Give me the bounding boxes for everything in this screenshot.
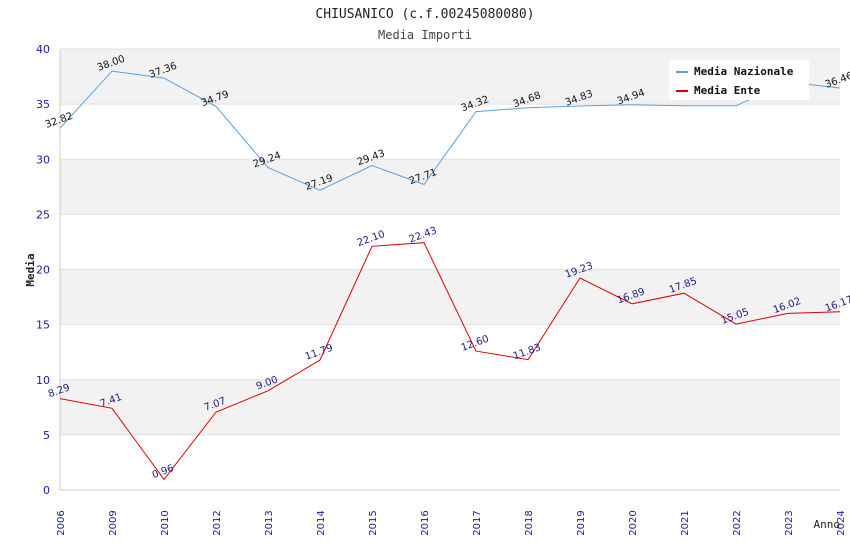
legend-box: [669, 60, 809, 100]
y-tick-labels: 0 5 10 15 20 25 30 35 40: [36, 43, 50, 497]
legend-label-media-nazionale: Media Nazionale: [694, 65, 794, 78]
y-tick-label: 35: [36, 98, 50, 111]
x-axis-title: Anno: [814, 518, 841, 531]
y-tick-label: 30: [36, 153, 50, 166]
y-tick-label: 0: [43, 484, 50, 497]
series-line-media-ente: [59, 242, 841, 481]
x-tick-label: 2023: [784, 510, 795, 535]
grid-lines: [60, 48, 840, 491]
x-tick-label: 2021: [680, 510, 691, 535]
y-tick-label: 40: [36, 43, 50, 56]
y-tick-label: 5: [43, 429, 50, 442]
x-tick-label: 2012: [212, 510, 223, 535]
y-tick-label: 20: [36, 264, 50, 277]
legend-label-media-ente: Media Ente: [694, 84, 761, 97]
legend: Media Nazionale Media Ente: [669, 60, 809, 100]
series-line-media-nazionale: [59, 70, 841, 191]
x-tick-label: 2013: [264, 510, 275, 535]
grid-band: [60, 379, 840, 435]
data-label: 12.60: [460, 334, 491, 354]
data-label: 32.82: [44, 111, 75, 131]
grid-bands: [60, 49, 840, 435]
x-tick-label: 2014: [316, 510, 327, 535]
x-tick-label: 2022: [732, 510, 743, 535]
chart-title: CHIUSANICO (c.f.00245080080): [315, 7, 534, 22]
x-tick-labels: 2006 2009 2010 2012 2013 2014 2015 2016 2017 2018…: [56, 510, 847, 535]
x-tick-label: 2024: [836, 510, 847, 535]
y-tick-label: 25: [36, 208, 50, 221]
data-label: 11.79: [304, 343, 335, 363]
x-tick-label: 2018: [524, 510, 535, 535]
chart-subtitle: Media Importi: [378, 28, 472, 42]
grid-band: [60, 159, 840, 215]
x-tick-label: 2019: [576, 510, 587, 535]
y-axis-title: Media: [24, 253, 37, 286]
x-tick-label: 2010: [160, 510, 171, 535]
x-tick-label: 2020: [628, 510, 639, 535]
y-tick-label: 10: [36, 374, 50, 387]
x-tick-label: 2006: [56, 510, 67, 535]
x-tick-label: 2015: [368, 510, 379, 535]
series-lines: [59, 70, 841, 481]
x-tick-label: 2017: [472, 510, 483, 535]
y-tick-label: 15: [36, 319, 50, 332]
x-tick-label: 2016: [420, 510, 431, 535]
x-tick-label: 2009: [108, 510, 119, 535]
